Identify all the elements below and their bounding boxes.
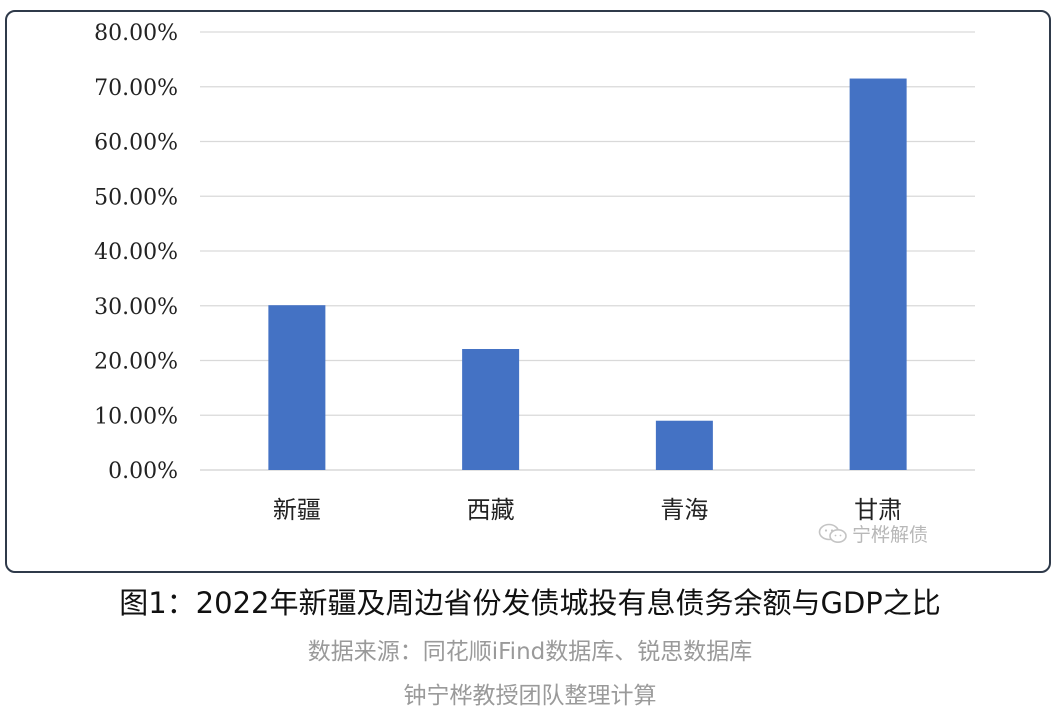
author-credit: 钟宁桦教授团队整理计算	[403, 683, 657, 709]
watermark: 宁桦解债	[818, 520, 928, 547]
y-tick-label: 0.00%	[108, 459, 178, 484]
bar-chart: 0.00% 10.00% 20.00% 30.00% 40.00% 50.00% 60.00…	[94, 21, 975, 524]
y-tick-label: 20.00%	[94, 350, 178, 375]
y-tick-label: 60.00%	[94, 131, 178, 156]
x-category-label: 甘肃	[854, 496, 902, 524]
y-tick-label: 40.00%	[94, 240, 178, 265]
y-axis-tick-labels: 0.00% 10.00% 20.00% 30.00% 40.00% 50.00% 60.00…	[94, 21, 178, 484]
y-tick-label: 80.00%	[94, 21, 178, 46]
bar	[849, 78, 907, 470]
y-tick-label: 30.00%	[94, 295, 178, 320]
bar	[655, 420, 713, 470]
x-category-label: 新疆	[273, 496, 321, 524]
y-tick-label: 70.00%	[94, 76, 178, 101]
watermark-text: 宁桦解债	[852, 524, 929, 546]
bars	[268, 78, 907, 470]
y-tick-label: 10.00%	[94, 404, 178, 429]
wechat-icon	[818, 523, 848, 545]
bar	[462, 349, 520, 470]
x-category-label: 青海	[660, 496, 708, 524]
gridlines	[200, 31, 975, 471]
bar	[268, 305, 326, 470]
y-tick-label: 50.00%	[94, 185, 178, 210]
figure-caption: 图1：2022年新疆及周边省份发债城投有息债务余额与GDP之比	[119, 586, 941, 620]
x-axis-category-labels: 新疆 西藏 青海 甘肃	[273, 496, 902, 524]
data-source: 数据来源：同花顺iFind数据库、锐思数据库	[307, 639, 753, 665]
x-category-label: 西藏	[467, 496, 515, 524]
